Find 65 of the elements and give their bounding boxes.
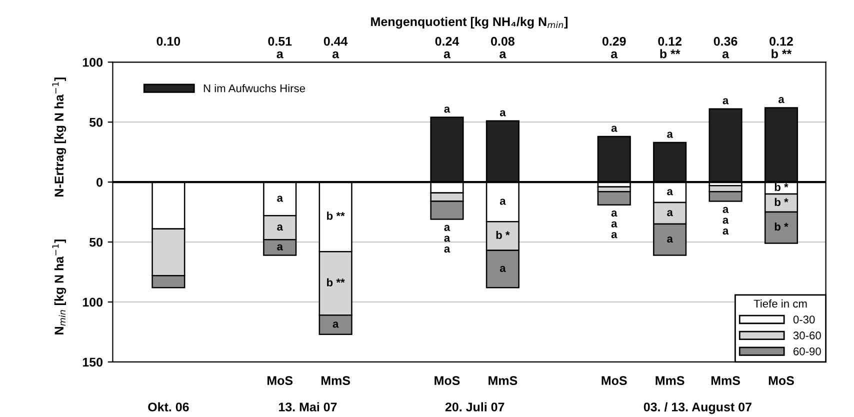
y-tick-label: 50 [89, 118, 102, 127]
data-label: a [444, 106, 450, 113]
data-label: a [722, 218, 729, 224]
data-label: b ** [327, 278, 345, 286]
y-tick-label: 100 [82, 298, 102, 307]
data-label: a [500, 198, 506, 205]
data-label: a [611, 210, 618, 217]
text: 20. Juli 07 [445, 402, 504, 412]
data-label: a [444, 246, 450, 253]
y2-axis-title: N$_{min}$ [kg N ha$^{−1}$] [52, 240, 66, 334]
data-label: a [332, 322, 339, 328]
data-label: a [722, 228, 729, 235]
x-tick-label: MmS [711, 376, 740, 386]
data-label: a [667, 210, 673, 216]
x-tick-label: MmS [656, 376, 684, 386]
legend-label: 30-60 [793, 332, 821, 340]
text: 03. / 13. August 07 [644, 402, 752, 414]
y-axis-title: N-Ertrag [kg N ha$^{−1}$] [52, 78, 66, 196]
data-label: a [611, 126, 618, 132]
x-tick-label: MmS [321, 376, 350, 386]
text: 0.29 a [602, 36, 626, 58]
legend-label: N im Aufwuchs Hirse [204, 84, 306, 92]
data-label: a [722, 206, 729, 214]
data-label: a [500, 266, 506, 272]
x-tick-label: MoS [268, 376, 293, 386]
text: 13. Mai 07 [278, 402, 337, 412]
data-label: a [722, 98, 729, 104]
chart-title: Mengenquotient [kg NH₄/kg N$_{min}$] [371, 16, 568, 29]
text: 0.08 a [491, 36, 514, 58]
text: 0.36 a [714, 36, 738, 58]
legend-label: 60-90 [794, 347, 821, 356]
x-tick-label: MoS [434, 376, 460, 386]
data-label: a [611, 232, 618, 238]
data-label: a [277, 244, 284, 250]
y-tick-label: 150 [82, 358, 102, 367]
data-label: a [277, 224, 284, 231]
y-tick-label: 100 [82, 58, 102, 67]
text: 0.24 a [435, 36, 460, 58]
text: 0.10 [156, 36, 180, 46]
data-label: a [277, 196, 284, 202]
data-label: a [500, 110, 506, 116]
y-tick-label: 50 [89, 238, 102, 247]
data-label: b * [774, 222, 788, 231]
x-tick-label: MoS [768, 376, 794, 386]
data-label: a [667, 236, 673, 243]
legend-title: Tiefe in cm [754, 299, 807, 308]
text: 0.12 b ** [770, 36, 793, 58]
data-label: b * [774, 198, 788, 206]
text: 0.12 b ** [658, 36, 682, 58]
text: 0.51 a [268, 36, 292, 58]
x-tick-label: MmS [488, 376, 518, 386]
text: Okt. 06 [148, 402, 189, 412]
data-label: a [778, 97, 784, 104]
data-label: a [667, 189, 673, 196]
data-label: a [667, 132, 673, 138]
data-label: b ** [327, 212, 345, 220]
data-label: b * [496, 230, 510, 240]
data-label: a [611, 221, 618, 228]
data-label: b * [774, 182, 788, 192]
legend-label: 0-30 [793, 316, 815, 324]
x-tick-label: MoS [602, 376, 627, 386]
data-label: a [444, 236, 450, 242]
y-tick-label: 0 [96, 178, 102, 187]
data-label: a [444, 224, 450, 231]
text: 0.44 a [324, 36, 348, 58]
